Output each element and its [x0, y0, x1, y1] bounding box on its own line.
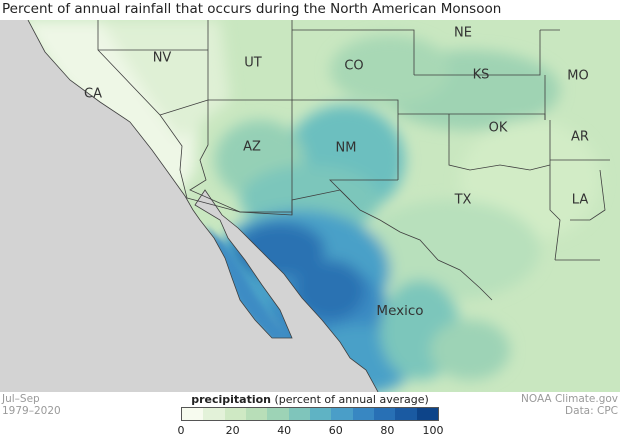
country-label-mexico: Mexico [376, 303, 424, 319]
state-label-co: CO [344, 58, 364, 74]
state-label-nm: NM [335, 140, 357, 156]
state-label-tx: TX [454, 192, 472, 208]
legend-swatch [288, 408, 310, 420]
legend-swatch [331, 408, 353, 420]
state-label-ar: AR [571, 129, 589, 145]
color-legend [181, 407, 439, 421]
legend-swatch [267, 408, 289, 420]
legend-swatch [224, 408, 246, 420]
legend-title-bold: precipitation [191, 393, 271, 406]
legend-tick: 80 [380, 424, 395, 437]
legend-title-rest: (percent of annual average) [271, 393, 429, 406]
precipitation-field [28, 20, 620, 392]
legend-swatch [352, 408, 374, 420]
legend-swatch [395, 408, 417, 420]
state-label-ne: NE [454, 25, 472, 41]
legend-swatch [416, 408, 438, 420]
state-borders [97, 20, 610, 301]
legend-tick: 0 [177, 424, 185, 437]
legend-title: precipitation (percent of annual average… [181, 393, 439, 406]
state-label-la: LA [571, 192, 589, 208]
state-label-ok: OK [488, 120, 508, 136]
state-label-ut: UT [244, 55, 262, 71]
state-label-nv: NV [152, 50, 172, 66]
legend-swatch [245, 408, 268, 420]
state-label-mo: MO [567, 68, 589, 84]
season-text: Jul–Sep [2, 393, 40, 405]
legend-swatch [373, 408, 396, 420]
legend-tick: 40 [277, 424, 292, 437]
monsoon-map: NE NV UT CO KS MO CA OK AR AZ NM TX LA M… [0, 20, 620, 392]
legend-tick: 60 [328, 424, 343, 437]
coastline [27, 20, 379, 392]
state-label-ks: KS [472, 67, 490, 83]
state-label-ca: CA [84, 86, 102, 102]
source-note: NOAA Climate.gov Data: CPC [521, 393, 618, 417]
legend-swatch [203, 408, 225, 420]
map-svg [0, 20, 620, 392]
years-text: 1979–2020 [2, 405, 61, 417]
state-label-az: AZ [243, 139, 261, 155]
legend-tick: 20 [225, 424, 240, 437]
data-source-text: Data: CPC [565, 405, 618, 417]
map-title: Percent of annual rainfall that occurs d… [2, 1, 502, 17]
legend-tick: 100 [422, 424, 444, 437]
legend-swatch [182, 408, 204, 420]
credit-text: NOAA Climate.gov [521, 393, 618, 405]
legend-swatch [309, 408, 332, 420]
period-note: Jul–Sep 1979–2020 [2, 393, 61, 417]
